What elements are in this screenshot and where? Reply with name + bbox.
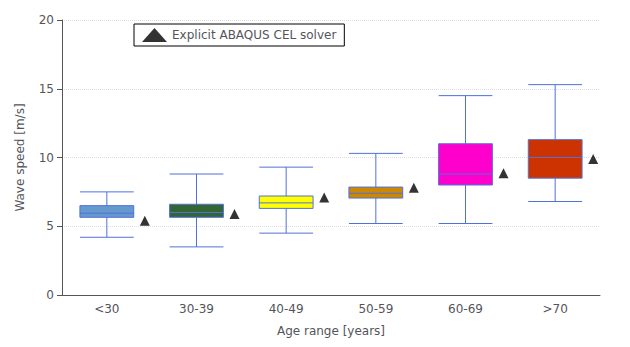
svg-text:Explicit ABAQUS CEL solver: Explicit ABAQUS CEL solver <box>172 28 336 42</box>
svg-text:>70: >70 <box>543 302 568 316</box>
svg-text:Age range [years]: Age range [years] <box>277 324 385 338</box>
svg-text:40-49: 40-49 <box>269 302 304 316</box>
svg-text:20: 20 <box>39 13 54 27</box>
svg-text:<30: <30 <box>94 302 119 316</box>
svg-text:0: 0 <box>46 288 54 302</box>
svg-text:50-59: 50-59 <box>358 302 393 316</box>
svg-text:Wave speed [m/s]: Wave speed [m/s] <box>13 103 27 211</box>
svg-text:5: 5 <box>46 219 54 233</box>
svg-text:60-69: 60-69 <box>448 302 483 316</box>
svg-text:15: 15 <box>39 82 54 96</box>
svg-text:30-39: 30-39 <box>179 302 214 316</box>
svg-text:10: 10 <box>39 151 54 165</box>
